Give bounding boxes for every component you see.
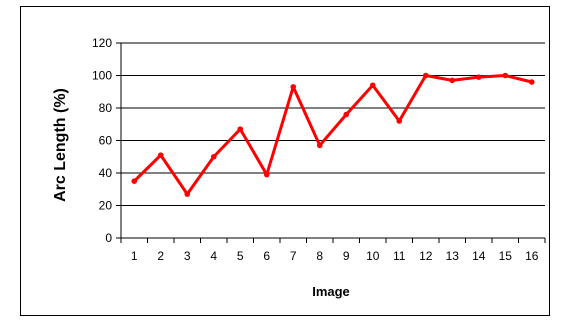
data-point (290, 84, 297, 90)
data-point (502, 72, 509, 79)
series-layer (131, 72, 535, 197)
data-point (396, 118, 403, 124)
y-tick-label: 80 (99, 101, 113, 115)
series-line (133, 74, 533, 196)
y-tick-label: 0 (105, 231, 112, 245)
data-point (316, 142, 323, 149)
x-axis-title: Image (312, 284, 350, 299)
y-tick-label: 100 (92, 69, 112, 83)
gridlines (121, 42, 545, 206)
chart-frame: 0 20 40 60 80 100 120 1 2 3 4 5 6 7 8 9 10 11 12 13 14 15 16 … (20, 6, 550, 316)
y-axis-title: Arc Length (%) (52, 88, 69, 202)
x-tick-label: 6 (263, 249, 270, 263)
data-point (184, 191, 191, 197)
y-tick-label: 120 (92, 36, 112, 50)
x-tick-label: 12 (419, 249, 433, 263)
x-tick-label: 1 (131, 249, 138, 263)
data-point (449, 77, 456, 84)
data-point (528, 79, 535, 85)
x-tick-label: 14 (472, 249, 486, 263)
data-point (131, 178, 138, 184)
y-tick-label: 40 (99, 166, 113, 180)
data-point (263, 171, 270, 178)
data-point (475, 74, 482, 80)
x-tick-label: 16 (525, 249, 539, 263)
x-tick-label: 2 (157, 249, 164, 263)
x-tick-label: 13 (446, 249, 460, 263)
x-tick-label: 5 (237, 249, 244, 263)
data-point (157, 152, 164, 158)
x-tick-label: 9 (343, 249, 350, 263)
x-tick-label: 4 (210, 249, 217, 263)
y-tick-label: 20 (99, 199, 113, 213)
x-tick-label: 7 (290, 249, 297, 263)
y-tick-labels: 0 20 40 60 80 100 120 (92, 36, 112, 245)
x-tick-label: 15 (499, 249, 513, 263)
x-tick-label: 10 (366, 249, 380, 263)
x-tick-labels: 1 2 3 4 5 6 7 8 9 10 11 12 13 14 15 16 (131, 249, 539, 263)
data-point (369, 82, 376, 89)
x-tick-label: 11 (393, 249, 406, 263)
data-point (343, 111, 350, 118)
data-point (422, 72, 429, 79)
y-tick-label: 60 (99, 134, 113, 148)
axes (116, 42, 546, 243)
x-tick-label: 3 (184, 249, 191, 263)
x-tick-label: 8 (316, 249, 323, 263)
data-point (210, 153, 217, 160)
data-point (237, 126, 244, 132)
